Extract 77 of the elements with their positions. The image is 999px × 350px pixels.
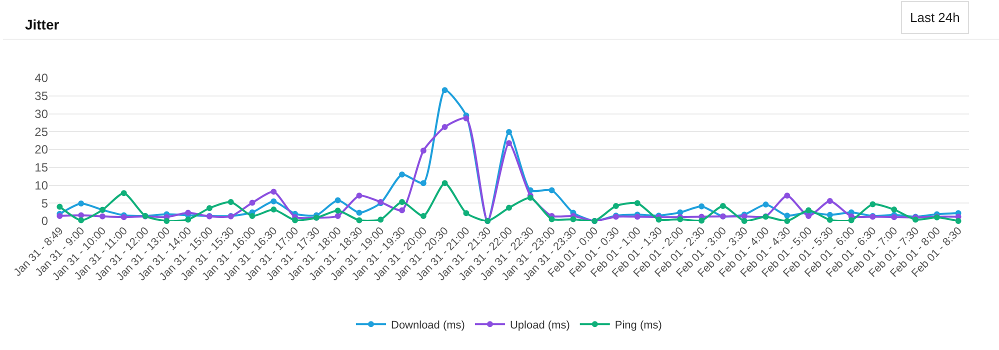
text: Last 24h: [910, 10, 960, 25]
point: [334, 208, 341, 214]
point: [720, 202, 726, 209]
y-tick-label: 20: [34, 142, 48, 157]
point: [463, 115, 470, 122]
point: [762, 202, 769, 208]
point: [249, 213, 256, 219]
y-tick-label: 40: [34, 71, 48, 86]
point: [420, 148, 426, 154]
point: [185, 216, 192, 223]
legend-label: Download (ms): [391, 319, 465, 332]
point: [612, 202, 619, 209]
point: [99, 213, 106, 220]
point: [870, 201, 876, 208]
point: [826, 212, 833, 218]
point: [334, 213, 341, 219]
point: [955, 218, 962, 224]
point: [784, 192, 790, 199]
point: [442, 87, 448, 94]
point: [784, 218, 790, 224]
y-tick-label: 0: [41, 214, 48, 228]
point: [698, 203, 705, 210]
point: [548, 216, 555, 222]
legend-label: Upload (ms): [510, 319, 570, 332]
point: [891, 214, 898, 220]
chart-title: Jitter: [24, 16, 60, 32]
point: [442, 180, 448, 186]
point: [848, 217, 854, 224]
point: [249, 200, 256, 206]
point: [463, 210, 470, 216]
y-tick-label: 10: [34, 178, 48, 192]
point: [741, 218, 748, 224]
point: [506, 128, 512, 135]
point: [78, 217, 84, 224]
point: [420, 213, 426, 219]
point: [548, 187, 555, 194]
point: [120, 190, 127, 196]
point: [570, 216, 576, 222]
point: [164, 218, 170, 224]
point: [270, 198, 277, 204]
y-tick-label: 35: [34, 89, 48, 104]
point: [78, 212, 84, 218]
point: [78, 200, 84, 206]
point: [56, 213, 63, 219]
point: [656, 216, 662, 223]
point: [356, 192, 362, 199]
point: [442, 124, 448, 130]
point: [270, 206, 277, 213]
point: [206, 205, 212, 212]
point: [826, 216, 833, 223]
point: [826, 198, 833, 204]
point: [634, 200, 640, 206]
y-tick-label: 5: [41, 196, 48, 210]
y-tick-label: 15: [34, 160, 48, 175]
y-tick-label: 25: [34, 124, 48, 139]
point: [292, 217, 298, 224]
point: [399, 207, 406, 214]
point: [806, 213, 812, 219]
point: [378, 216, 384, 223]
point: [56, 204, 63, 210]
point: [891, 206, 898, 213]
point: [356, 217, 362, 224]
legend-label: Ping (ms): [614, 319, 662, 332]
point: [912, 216, 919, 223]
point: [270, 188, 277, 195]
point: [506, 140, 512, 146]
point: [698, 218, 705, 224]
point: [420, 180, 426, 186]
point: [356, 210, 362, 216]
point: [228, 199, 234, 206]
point: [784, 212, 790, 219]
point: [399, 172, 406, 178]
y-tick-label: 30: [34, 106, 48, 121]
point: [399, 199, 406, 206]
point: [185, 210, 192, 216]
point: [334, 197, 341, 204]
point: [506, 204, 512, 211]
